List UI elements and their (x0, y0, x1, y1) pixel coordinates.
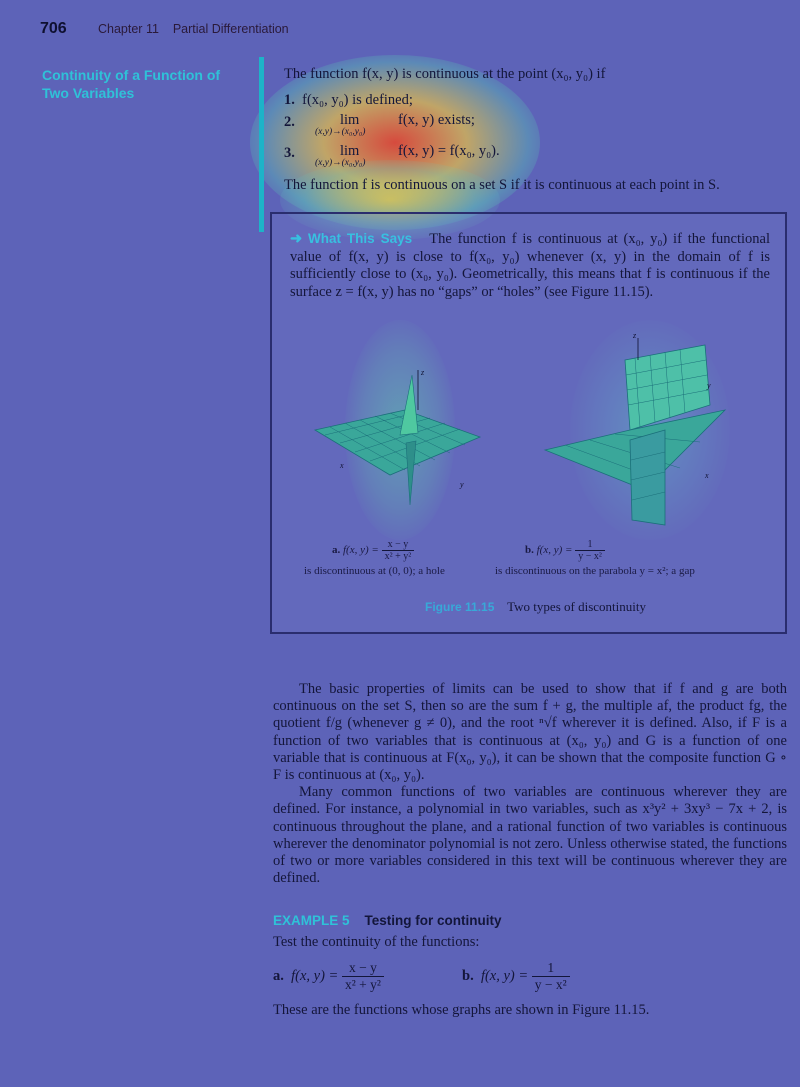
figure-b-y-axis-label: y (706, 381, 711, 390)
what-this-says-paragraph: ➜ What This Says The function f is conti… (290, 230, 770, 301)
running-header: Chapter 11 Partial Differentiation (98, 22, 289, 36)
figure-caption-label: Figure 11.15 (425, 600, 495, 614)
figure-b-description: is discontinuous on the parabola y = x²;… (495, 565, 695, 577)
example-function-a: a. f(x, y) = x − y x² + y² (273, 960, 384, 993)
chapter-number: Chapter 11 (98, 22, 159, 36)
example-number: EXAMPLE 5 (273, 913, 350, 928)
chapter-title: Partial Differentiation (172, 22, 289, 36)
limit-word-3: lim (340, 143, 360, 159)
definition-item-3-text: f(x, y) = f(x₀, y₀). (398, 143, 500, 159)
definition-item-3: 3. (284, 145, 295, 161)
sidebar-title: Continuity of a Function of Two Variable… (42, 67, 221, 101)
figure-caption-text: Two types of discontinuity (507, 599, 646, 614)
example-intro: Test the continuity of the functions: (273, 934, 480, 950)
what-this-says-label: What This Says (307, 231, 413, 246)
figure-a-description: is discontinuous at (0, 0); a hole (304, 565, 445, 577)
figure-a-y-axis-label: y (459, 480, 464, 489)
figure-b-surface-plot: z y x (543, 331, 727, 526)
example-closing: These are the functions whose graphs are… (273, 1002, 650, 1018)
figure-a-formula: a. f(x, y) = x − y x² + y² (332, 539, 415, 562)
definition-set-line: The function f is continuous on a set S … (284, 177, 720, 193)
example-heading: EXAMPLE 5 Testing for continuity (273, 913, 502, 928)
body-paragraph-2: Many common functions of two variables a… (273, 784, 787, 887)
definition-intro: The function f(x, y) is continuous at th… (284, 66, 606, 82)
figure-caption: Figure 11.15 Two types of discontinuity (425, 599, 646, 615)
limit-subscript-3: (x,y)→(x₀,y₀) (315, 158, 366, 168)
definition-item-1: 1. f(x₀, y₀) is defined; (284, 92, 413, 108)
limit-word-2: lim (340, 112, 360, 128)
what-this-says-text: The function f is continuous at (x₀, y₀)… (290, 231, 771, 300)
body-text: The basic properties of limits can be us… (273, 681, 787, 887)
definition-accent-bar (259, 57, 264, 232)
figure-b-z-axis-label: z (632, 331, 637, 340)
arrow-right-icon: ➜ (290, 231, 303, 247)
limit-subscript-2: (x,y)→(x₀,y₀) (315, 127, 366, 137)
definition-item-2-text: f(x, y) exists; (398, 112, 475, 128)
figure-a-z-axis-label: z (420, 368, 425, 377)
page-number: 706 (40, 20, 67, 37)
figure-a-surface-plot: z x y (313, 368, 482, 506)
example-title: Testing for continuity (364, 913, 502, 928)
definition-item-2: 2. (284, 114, 295, 130)
figure-a-x-axis-label: x (339, 461, 344, 470)
definition-item-1-text: f(x₀, y₀) is defined; (302, 92, 413, 108)
figure-b-x-axis-label: x (704, 471, 709, 480)
body-paragraph-1: The basic properties of limits can be us… (273, 681, 787, 784)
